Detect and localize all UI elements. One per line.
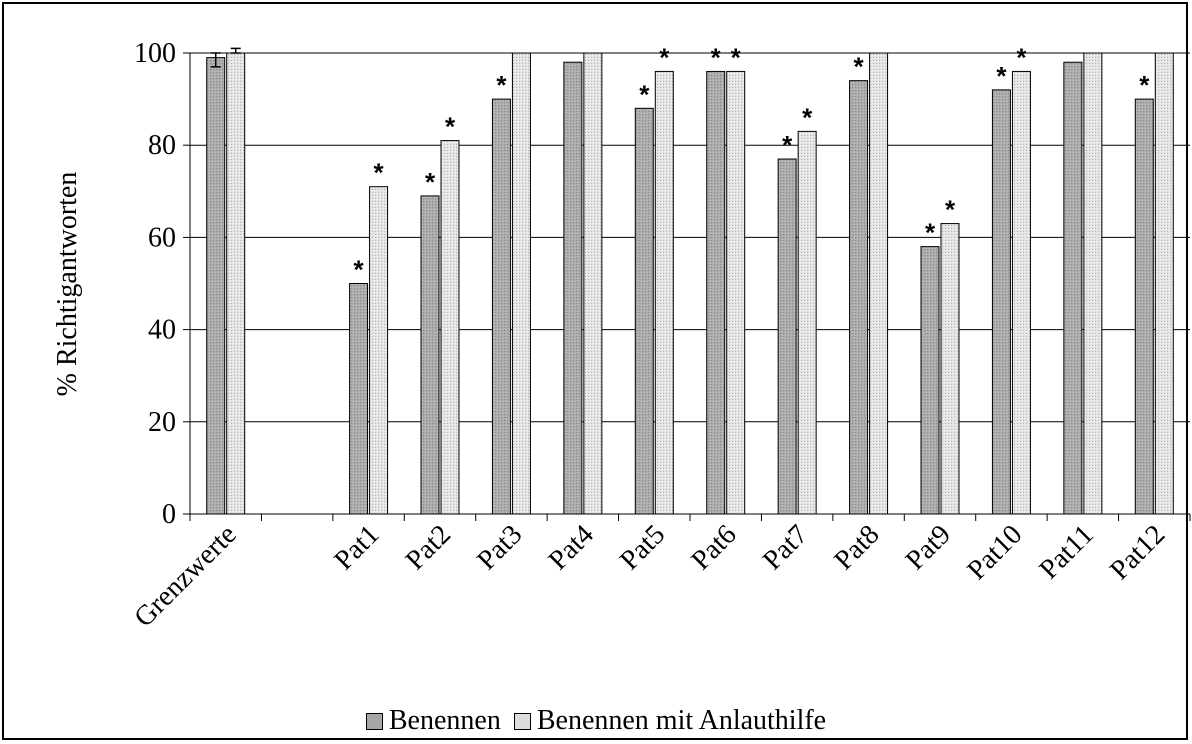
bar-benennen-Pat1 [349, 283, 369, 515]
y-axis-label: % Richtigantworten [52, 172, 83, 397]
significance-marker: * [802, 102, 813, 132]
significance-marker: * [425, 167, 436, 197]
bar-benennen-mit-anlauthilfe-Pat8 [869, 52, 889, 515]
x-tick-label-grenzwerte: Grenzwerte [128, 519, 242, 633]
gridlines [190, 52, 1190, 423]
significance-marker: * [925, 218, 936, 248]
x-tick-label-pat7: Pat7 [757, 519, 814, 576]
y-tick-label-0: 0 [162, 499, 176, 530]
x-tick-label-pat1: Pat1 [328, 519, 385, 576]
significance-marker: * [1139, 70, 1150, 100]
legend-item-benennen: Benennen [365, 705, 501, 737]
bar-benennen-mit-anlauthilfe-Pat4 [583, 52, 603, 515]
legend: Benennen Benennen mit Anlauthilfe [0, 705, 1192, 738]
significance-marker: * [945, 195, 956, 225]
y-tick-label-40: 40 [148, 315, 176, 346]
legend-label-benennen: Benennen [388, 705, 501, 736]
bar-benennen-mit-anlauthilfe-Pat1 [369, 186, 389, 515]
x-tick-label-pat3: Pat3 [471, 519, 528, 576]
bar-benennen-Pat6 [706, 70, 726, 515]
x-tick-label-pat2: Pat2 [400, 519, 457, 576]
x-tick-label-pat9: Pat9 [900, 519, 957, 576]
significance-marker: * [445, 112, 456, 142]
x-tick-label-pat4: Pat4 [543, 519, 600, 576]
bar-benennen-mit-anlauthilfe-Pat6 [726, 70, 746, 515]
significance-marker: * [996, 61, 1007, 91]
legend-swatch-anlauthilfe [513, 712, 531, 730]
x-tick-label-pat11: Pat11 [1034, 519, 1100, 585]
bar-benennen-Pat3 [491, 98, 511, 515]
significance-marker: * [782, 130, 793, 160]
x-tick-label-pat10: Pat10 [961, 519, 1028, 586]
bar-benennen-mit-anlauthilfe-Pat7 [797, 130, 817, 515]
x-tick-label-pat8: Pat8 [828, 519, 885, 576]
bar-benennen-Pat11 [1063, 61, 1083, 515]
bar-benennen-mit-anlauthilfe-Pat2 [440, 140, 460, 515]
bar-benennen-Pat4 [563, 61, 583, 515]
significance-marker: * [659, 42, 670, 72]
y-tick-label-60: 60 [148, 222, 176, 253]
significance-marker: * [354, 255, 365, 285]
bar-benennen-mit-anlauthilfe-Grenzwerte [226, 52, 246, 515]
significance-marker: * [374, 158, 385, 188]
bars [206, 52, 1174, 515]
significance-marker: * [731, 42, 742, 72]
legend-swatch-benennen [365, 712, 383, 730]
legend-label-anlauthilfe: Benennen mit Anlauthilfe [536, 705, 827, 736]
bar-benennen-Grenzwerte [206, 57, 226, 515]
bar-benennen-Pat10 [991, 89, 1011, 515]
x-tick-label-pat12: Pat12 [1104, 519, 1171, 586]
bar-benennen-mit-anlauthilfe-Pat5 [654, 70, 674, 515]
bar-benennen-Pat5 [634, 107, 654, 515]
y-tick-label-80: 80 [148, 130, 176, 161]
bar-benennen-Pat8 [849, 80, 869, 515]
significance-marker: * [711, 42, 722, 72]
bar-benennen-mit-anlauthilfe-Pat12 [1154, 52, 1174, 515]
x-tick-label-pat6: Pat6 [686, 519, 743, 576]
bar-benennen-Pat12 [1134, 98, 1154, 515]
bar-benennen-mit-anlauthilfe-Pat11 [1083, 52, 1103, 515]
x-tick-label-pat5: Pat5 [614, 519, 671, 576]
bar-benennen-mit-anlauthilfe-Pat10 [1011, 70, 1031, 515]
significance-marker: * [854, 52, 865, 82]
significance-marker: * [1016, 42, 1027, 72]
significance-marker: * [496, 70, 507, 100]
y-tick-label-100: 100 [134, 38, 176, 69]
bar-benennen-Pat7 [777, 158, 797, 515]
bar-benennen-Pat9 [920, 246, 940, 515]
bar-benennen-mit-anlauthilfe-Pat3 [511, 52, 531, 515]
y-tick-label-20: 20 [148, 407, 176, 438]
legend-item-anlauthilfe: Benennen mit Anlauthilfe [513, 705, 827, 737]
bar-benennen-mit-anlauthilfe-Pat9 [940, 223, 960, 515]
significance-marker: * [639, 79, 650, 109]
bar-benennen-Pat2 [420, 195, 440, 515]
axes [183, 47, 1191, 521]
